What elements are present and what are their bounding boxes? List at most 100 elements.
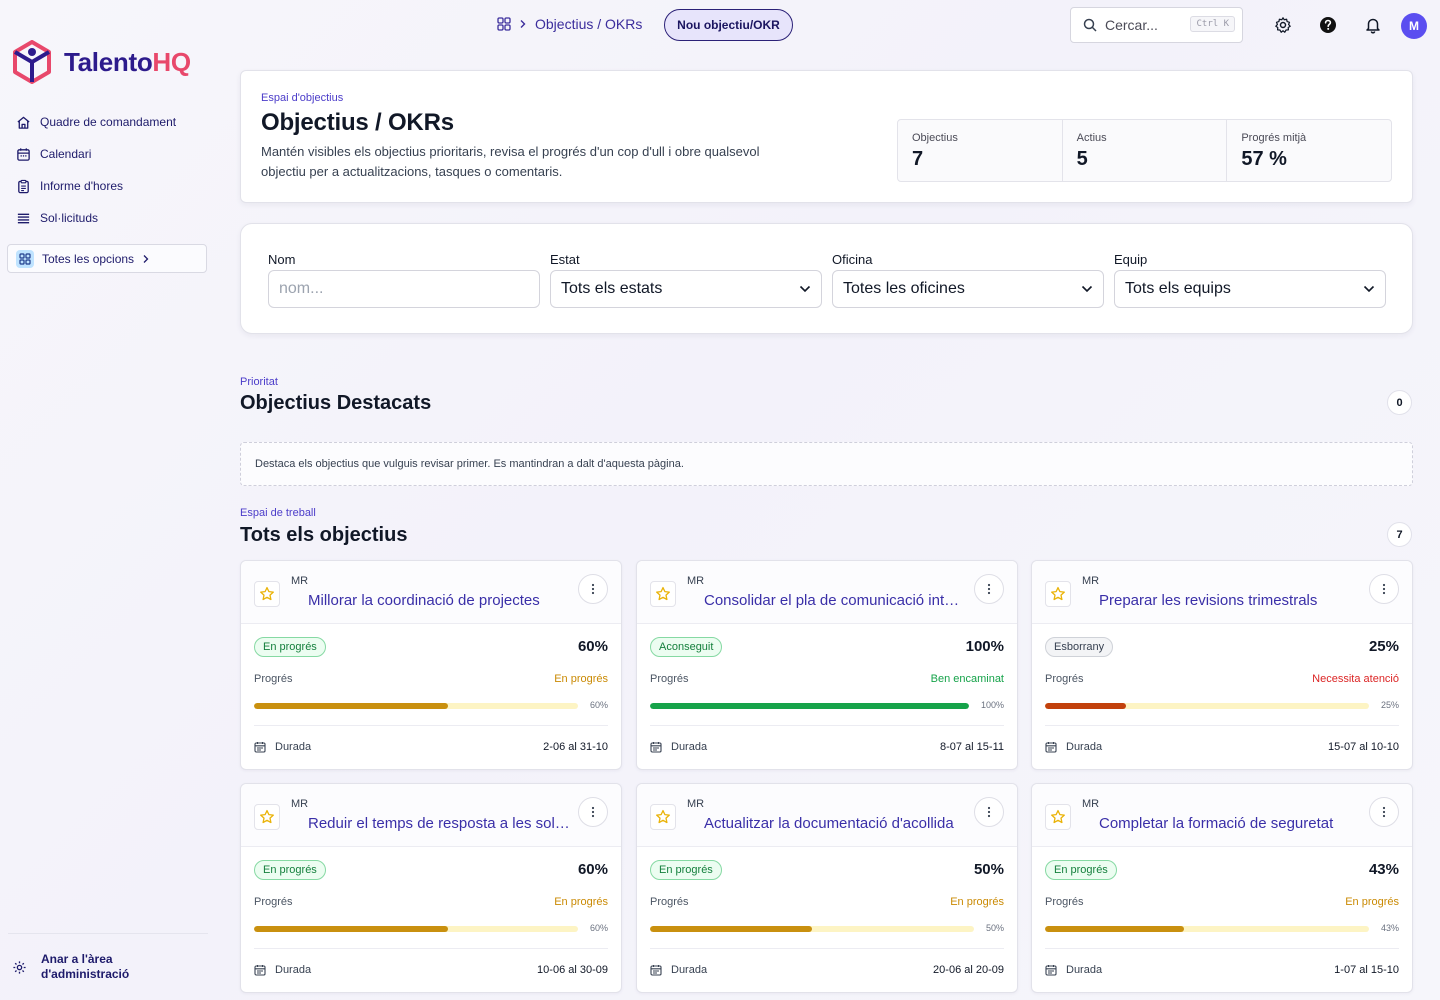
progress-percent-small: 25% xyxy=(1380,700,1399,710)
progress-bar-fill xyxy=(254,926,449,932)
objective-title[interactable]: Millorar la coordinació de projectes xyxy=(308,592,540,609)
stat-label: Objectius xyxy=(912,132,958,144)
star-icon xyxy=(1051,809,1065,824)
progress-bar xyxy=(254,926,578,932)
admin-label-line1: Anar a l'àrea xyxy=(41,952,113,966)
chevron-right-icon xyxy=(520,20,526,28)
progress-health: En progrés xyxy=(1345,896,1399,908)
filter-office: Oficina Totes les oficines xyxy=(832,252,1104,308)
new-objective-button[interactable]: Nou objectiu/OKR xyxy=(664,9,793,41)
status-badge: En progrés xyxy=(254,860,326,880)
favorite-button[interactable] xyxy=(254,581,280,607)
name-filter-input[interactable] xyxy=(279,280,529,298)
favorite-button[interactable] xyxy=(254,804,280,830)
objective-card[interactable]: MR Reduir el temps de resposta a les sol·… xyxy=(240,783,622,993)
stat-objectives: Objectius 7 xyxy=(898,120,1063,181)
objective-owner: MR xyxy=(687,575,705,587)
progress-bar-fill xyxy=(254,703,449,709)
settings-button[interactable] xyxy=(1272,14,1294,36)
more-vertical-icon xyxy=(591,806,595,818)
notifications-button[interactable] xyxy=(1362,14,1384,36)
objective-title[interactable]: Preparar les revisions trimestrals xyxy=(1099,592,1318,609)
progress-label: Progrés xyxy=(650,896,689,908)
objective-title[interactable]: Actualitzar la documentació d'acollida xyxy=(704,815,954,832)
status-select[interactable]: Tots els estats xyxy=(550,270,822,308)
sidebar-item-requests[interactable]: Sol·licituds xyxy=(8,202,208,234)
search-shortcut: Ctrl K xyxy=(1190,16,1235,32)
duration-label-group: Durada xyxy=(254,741,311,753)
stat-value: 7 xyxy=(912,148,924,170)
help-button[interactable] xyxy=(1317,14,1339,36)
more-vertical-icon xyxy=(1382,806,1386,818)
objective-title[interactable]: Completar la formació de seguretat xyxy=(1099,815,1334,832)
featured-count-badge: 0 xyxy=(1387,390,1412,415)
progress-bar xyxy=(254,703,578,709)
objective-menu-button[interactable] xyxy=(1369,574,1399,604)
favorite-button[interactable] xyxy=(1045,581,1071,607)
progress-bar xyxy=(650,926,974,932)
status-badge: En progrés xyxy=(254,637,326,657)
admin-label-line2: d'administració xyxy=(41,967,130,981)
objective-card[interactable]: MR Actualitzar la documentació d'acollida… xyxy=(636,783,1018,993)
star-icon xyxy=(656,809,670,824)
admin-area-link[interactable]: Anar a l'àrea d'administració xyxy=(12,952,129,982)
favorite-button[interactable] xyxy=(650,804,676,830)
stat-active: Actius 5 xyxy=(1063,120,1228,181)
breadcrumb: Objectius / OKRs xyxy=(497,16,642,32)
name-filter-field[interactable] xyxy=(268,270,540,308)
objective-title[interactable]: Consolidar el pla de comunicació interna xyxy=(704,592,966,609)
progress-percent-small: 60% xyxy=(589,923,608,933)
star-icon xyxy=(260,586,274,601)
office-select[interactable]: Totes les oficines xyxy=(832,270,1104,308)
favorite-button[interactable] xyxy=(1045,804,1071,830)
sidebar-item-dashboard[interactable]: Quadre de comandament xyxy=(8,106,208,138)
sidebar-item-timesheet[interactable]: Informe d'hores xyxy=(8,170,208,202)
objective-menu-button[interactable] xyxy=(974,797,1004,827)
objective-card[interactable]: MR Preparar les revisions trimestrals Esbo… xyxy=(1031,560,1413,770)
duration-value: 15-07 al 10-10 xyxy=(1328,741,1399,753)
progress-percent-small: 100% xyxy=(980,700,1004,710)
objective-card-header: MR Consolidar el pla de comunicació inter… xyxy=(637,561,1017,624)
filters-panel: Nom Estat Tots els estats Oficina Totes … xyxy=(240,223,1413,334)
objective-card-header: MR Completar la formació de seguretat xyxy=(1032,784,1412,847)
stat-label: Actius xyxy=(1076,132,1107,144)
all-options-button[interactable]: Totes les opcions xyxy=(7,244,207,273)
objective-card[interactable]: MR Consolidar el pla de comunicació inter… xyxy=(636,560,1018,770)
objective-menu-button[interactable] xyxy=(1369,797,1399,827)
status-badge: En progrés xyxy=(650,860,722,880)
breadcrumb-current[interactable]: Objectius / OKRs xyxy=(535,16,643,32)
objective-owner: MR xyxy=(1082,798,1100,810)
team-select[interactable]: Tots els equips xyxy=(1114,270,1386,308)
filter-label: Equip xyxy=(1114,252,1148,267)
search-input[interactable]: Cercar... Ctrl K xyxy=(1070,7,1243,43)
grid-icon[interactable] xyxy=(497,17,511,31)
duration-value: 10-06 al 30-09 xyxy=(537,964,608,976)
avatar[interactable]: M xyxy=(1401,13,1427,39)
calendar-icon xyxy=(17,147,30,161)
objective-menu-button[interactable] xyxy=(578,797,608,827)
progress-bar-fill xyxy=(650,926,812,932)
featured-title: Objectius Destacats xyxy=(240,392,432,414)
admin-area-label: Anar a l'àrea d'administració xyxy=(41,952,129,982)
objective-card-header: MR Preparar les revisions trimestrals xyxy=(1032,561,1412,624)
status-select-value: Tots els estats xyxy=(561,280,663,297)
objective-menu-button[interactable] xyxy=(578,574,608,604)
favorite-button[interactable] xyxy=(650,581,676,607)
objective-title[interactable]: Reduir el temps de resposta a les sol·li… xyxy=(308,815,570,832)
more-vertical-icon xyxy=(591,583,595,595)
stat-average-progress: Progrés mitjà 57 % xyxy=(1227,120,1391,181)
brand-logo[interactable]: TalentoHQ xyxy=(12,40,191,84)
progress-label: Progrés xyxy=(650,673,689,685)
objective-card[interactable]: MR Completar la formació de seguretat En p… xyxy=(1031,783,1413,993)
sidebar-item-calendar[interactable]: Calendari xyxy=(8,138,208,170)
duration-label: Durada xyxy=(1066,964,1103,976)
objective-menu-button[interactable] xyxy=(974,574,1004,604)
card-divider xyxy=(650,948,1004,949)
page-description: Mantén visibles els objectius prioritari… xyxy=(261,144,760,179)
progress-health: En progrés xyxy=(950,896,1004,908)
objective-card[interactable]: MR Millorar la coordinació de projectes En… xyxy=(240,560,622,770)
card-divider xyxy=(254,948,608,949)
objective-owner: MR xyxy=(1082,575,1100,587)
progress-bar xyxy=(650,703,969,709)
sidebar: TalentoHQ Quadre de comandament Calendar… xyxy=(0,0,220,1000)
